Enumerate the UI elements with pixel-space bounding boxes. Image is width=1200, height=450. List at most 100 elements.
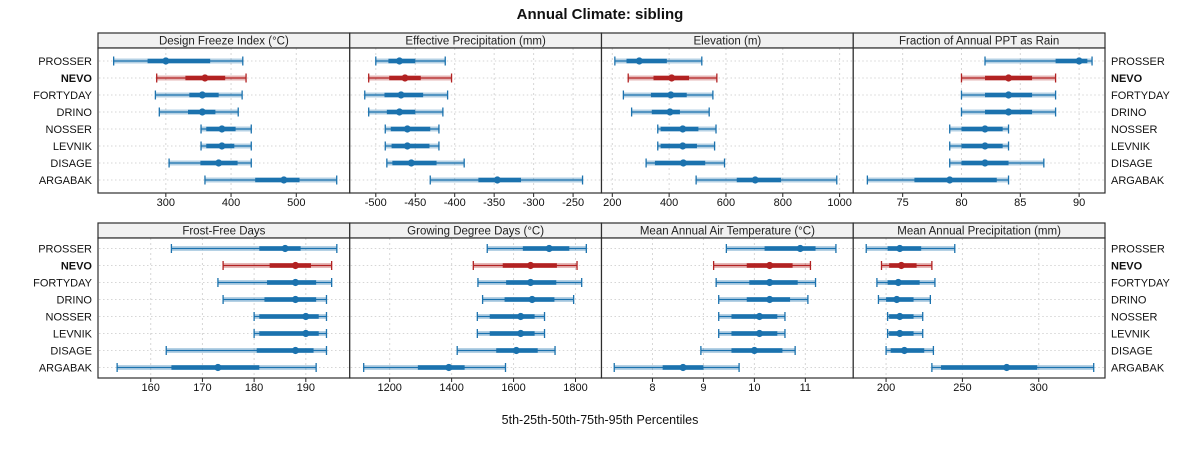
series-nevo [368,73,453,83]
median-dot [1003,363,1011,372]
series-drino [718,295,809,304]
series-nevo [472,261,578,270]
median-dot [281,244,289,253]
series-fortyday [154,90,243,100]
x-axis: 200 250 300 [877,378,1048,394]
tick-label: -350 [483,197,505,209]
series-disage [165,346,328,355]
tick-label: 800 [774,197,792,209]
median-dot [896,329,904,338]
median-dot [545,244,553,253]
series-disage [645,158,726,168]
series-nevo [712,261,812,270]
tick-label: 1200 [377,382,401,394]
median-dot [291,346,300,355]
series-drino [630,107,710,117]
x-axis: 160 170 180 190 [142,378,315,394]
series-nevo [627,73,718,83]
panel-frost-free-days: Frost-Free Days 160 170 180 190 [97,222,351,394]
x-axis: -500 -450 -400 -350 -300 -250 [365,193,584,209]
series-drino [222,295,328,304]
x-axis: 8 9 10 11 [649,378,811,394]
station-label-left-drino: DRINO [57,294,93,306]
tick-label: 300 [157,197,175,209]
station-label-left-fortyday: FORTYDAY [33,277,93,289]
median-dot [755,312,764,321]
station-label-right-drino: DRINO [1111,107,1147,119]
tick-label: 400 [222,197,240,209]
median-dot [981,142,989,150]
median-dot [766,278,774,287]
panel-title: Mean Annual Air Temperature (°C) [640,226,815,238]
station-label-left-drino: DRINO [57,107,93,119]
station-label-left-nevo: NEVO [61,73,93,85]
series-disage [168,158,252,168]
chart-title: Annual Climate: sibling [517,6,684,23]
series-levnik [476,329,546,338]
panel-growing-degree-days-c: Growing Degree Days (°C) 1200 1400 1600 1800 [349,222,603,394]
median-dot [445,363,453,372]
panel-title: Fraction of Annual PPT as Rain [899,36,1059,48]
panel-elevation-m: Elevation (m) 200 400 600 800 1000 [600,32,854,209]
median-dot [407,159,415,167]
station-label-left-prosser: PROSSER [38,243,92,255]
x-gridlines [611,48,841,193]
series-disage [456,346,556,355]
median-dot [395,108,404,116]
station-label-right-fortyday: FORTYDAY [1111,90,1171,102]
series-fortyday [622,90,714,100]
tick-label: 10 [748,382,760,394]
median-dot [796,244,804,253]
plot-area [853,48,1105,193]
median-dot [291,295,300,304]
station-label-left-prosser: PROSSER [38,56,92,68]
median-dot [526,261,535,270]
series-nosser [253,312,328,321]
median-dot [679,125,687,133]
x-gridlines [389,238,576,378]
tick-label: 85 [1014,197,1026,209]
median-dot [946,176,954,184]
median-dot [302,329,310,338]
tick-label: -450 [404,197,426,209]
panel-design-freeze-index-c: Design Freeze Index (°C) 300 400 500 [97,32,351,209]
percentiles-caption: 5th-25th-50th-75th-95th Percentiles [502,413,699,427]
median-dot [1004,108,1013,116]
median-dot [900,346,908,355]
series-disage [949,158,1045,168]
series-prosser [375,56,446,66]
x-axis: 1200 1400 1600 1800 [377,378,588,394]
median-dot [679,142,687,150]
median-dot [302,312,310,321]
tick-label: 190 [297,382,315,394]
series-argabak [931,363,1095,372]
station-label-left-nosser: NOSSER [46,124,93,136]
series-nevo [880,261,933,270]
median-dot [751,176,759,184]
tick-label: 600 [717,197,735,209]
series-prosser [614,56,703,66]
x-axis: 75 80 85 90 [897,193,1085,209]
tick-label: -300 [523,197,545,209]
panel-title: Elevation (m) [694,36,762,48]
median-dot [766,261,774,270]
median-dot [201,74,209,82]
series-levnik [886,329,924,338]
series-levnik [657,141,716,151]
series-argabak [204,175,338,185]
panel-fraction-of-annual-ppt-as-rain: Fraction of Annual PPT as Rain 75 80 85 90 [852,32,1106,209]
series-nosser [657,124,717,134]
median-dot [894,278,902,287]
series-fortyday [960,90,1057,100]
tick-label: 200 [603,197,621,209]
tick-label: -500 [365,197,387,209]
series-fortyday [217,278,333,287]
tick-label: 80 [955,197,967,209]
x-gridlines [165,48,297,193]
series-argabak [695,175,838,185]
panels-layer: Design Freeze Index (°C) 300 400 500 Effecti… [97,32,1106,394]
plot-area [349,238,602,378]
station-label-right-disage: DISAGE [1111,158,1153,170]
station-label-right-nevo: NEVO [1111,73,1143,85]
median-dot [403,142,411,150]
